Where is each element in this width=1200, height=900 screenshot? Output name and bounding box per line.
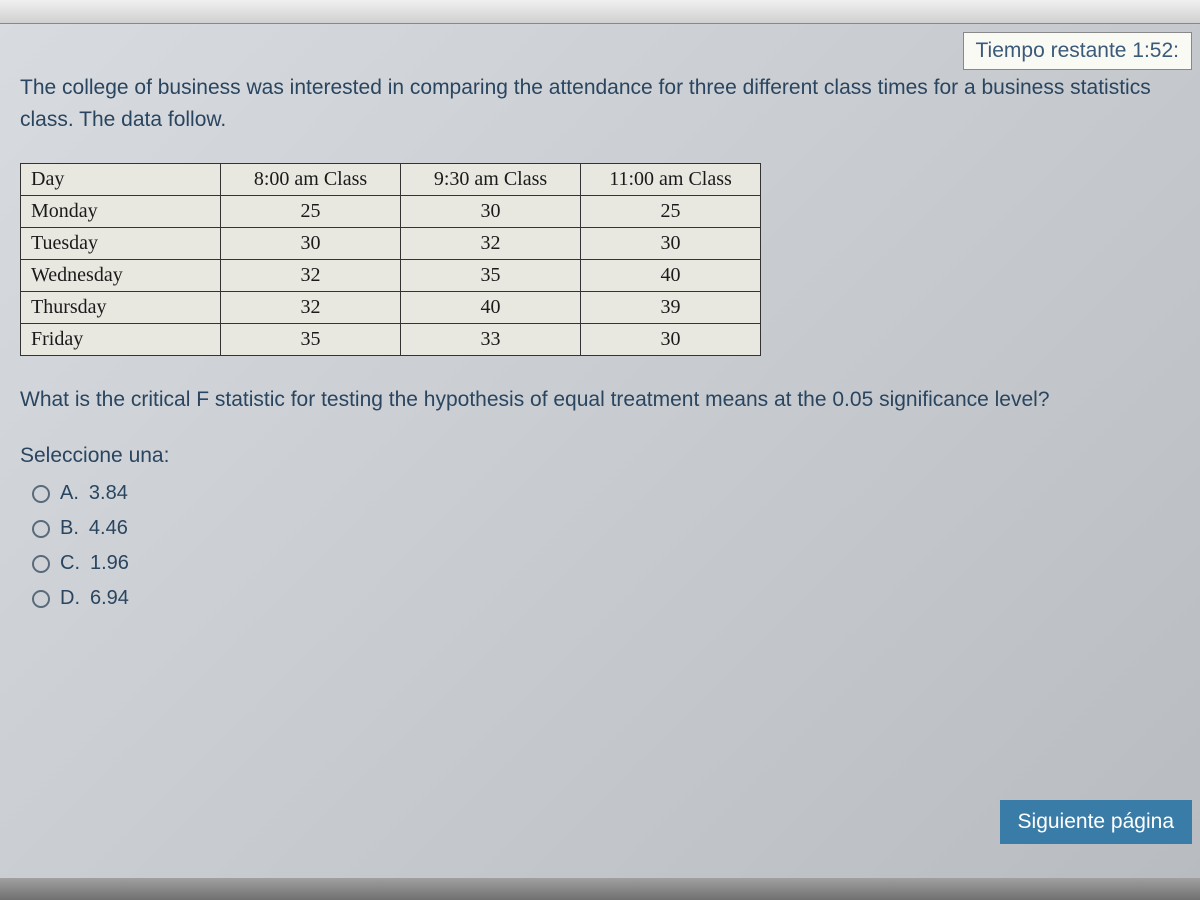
cell-day: Monday [21,196,221,228]
cell-val: 33 [401,324,581,356]
table-row: Tuesday 30 32 30 [21,228,761,260]
option-value: 4.46 [89,517,128,540]
option-d[interactable]: D. 6.94 [32,587,1180,610]
table-row: Monday 25 30 25 [21,196,761,228]
option-value: 3.84 [89,482,128,505]
cell-val: 30 [401,196,581,228]
time-remaining-box: Tiempo restante 1:52: [963,32,1193,70]
radio-icon[interactable] [32,485,50,503]
cell-val: 25 [221,196,401,228]
cell-val: 30 [581,324,761,356]
cell-val: 32 [401,228,581,260]
attendance-table: Day 8:00 am Class 9:30 am Class 11:00 am… [20,163,761,356]
option-a[interactable]: A. 3.84 [32,482,1180,505]
radio-icon[interactable] [32,590,50,608]
question-followup: What is the critical F statistic for tes… [20,388,1180,412]
col-day: Day [21,164,221,196]
cell-val: 35 [221,324,401,356]
cell-val: 40 [401,292,581,324]
cell-val: 30 [221,228,401,260]
cell-val: 39 [581,292,761,324]
question-intro: The college of business was interested i… [20,72,1170,135]
table-row: Wednesday 32 35 40 [21,260,761,292]
cell-day: Wednesday [21,260,221,292]
window-top-bar [0,0,1200,24]
option-letter: D. [60,587,80,610]
radio-icon[interactable] [32,520,50,538]
options-list: A. 3.84 B. 4.46 C. 1.96 D. 6.94 [20,482,1180,610]
table-row: Thursday 32 40 39 [21,292,761,324]
cell-val: 30 [581,228,761,260]
cell-val: 32 [221,260,401,292]
col-930am: 9:30 am Class [401,164,581,196]
option-letter: C. [60,552,80,575]
cell-day: Tuesday [21,228,221,260]
next-page-button[interactable]: Siguiente página [1000,800,1192,844]
cell-val: 25 [581,196,761,228]
cell-val: 32 [221,292,401,324]
cell-day: Thursday [21,292,221,324]
option-c[interactable]: C. 1.96 [32,552,1180,575]
option-value: 1.96 [90,552,129,575]
time-remaining-label: Tiempo restante 1:52: [976,39,1180,62]
option-letter: A. [60,482,79,505]
cell-val: 40 [581,260,761,292]
select-one-label: Seleccione una: [20,444,1180,468]
cell-day: Friday [21,324,221,356]
table-header-row: Day 8:00 am Class 9:30 am Class 11:00 am… [21,164,761,196]
next-page-label: Siguiente página [1018,810,1174,833]
option-value: 6.94 [90,587,129,610]
radio-icon[interactable] [32,555,50,573]
cell-val: 35 [401,260,581,292]
question-content: The college of business was interested i… [0,24,1200,642]
table-row: Friday 35 33 30 [21,324,761,356]
col-8am: 8:00 am Class [221,164,401,196]
bottom-bar [0,878,1200,900]
option-b[interactable]: B. 4.46 [32,517,1180,540]
option-letter: B. [60,517,79,540]
col-11am: 11:00 am Class [581,164,761,196]
